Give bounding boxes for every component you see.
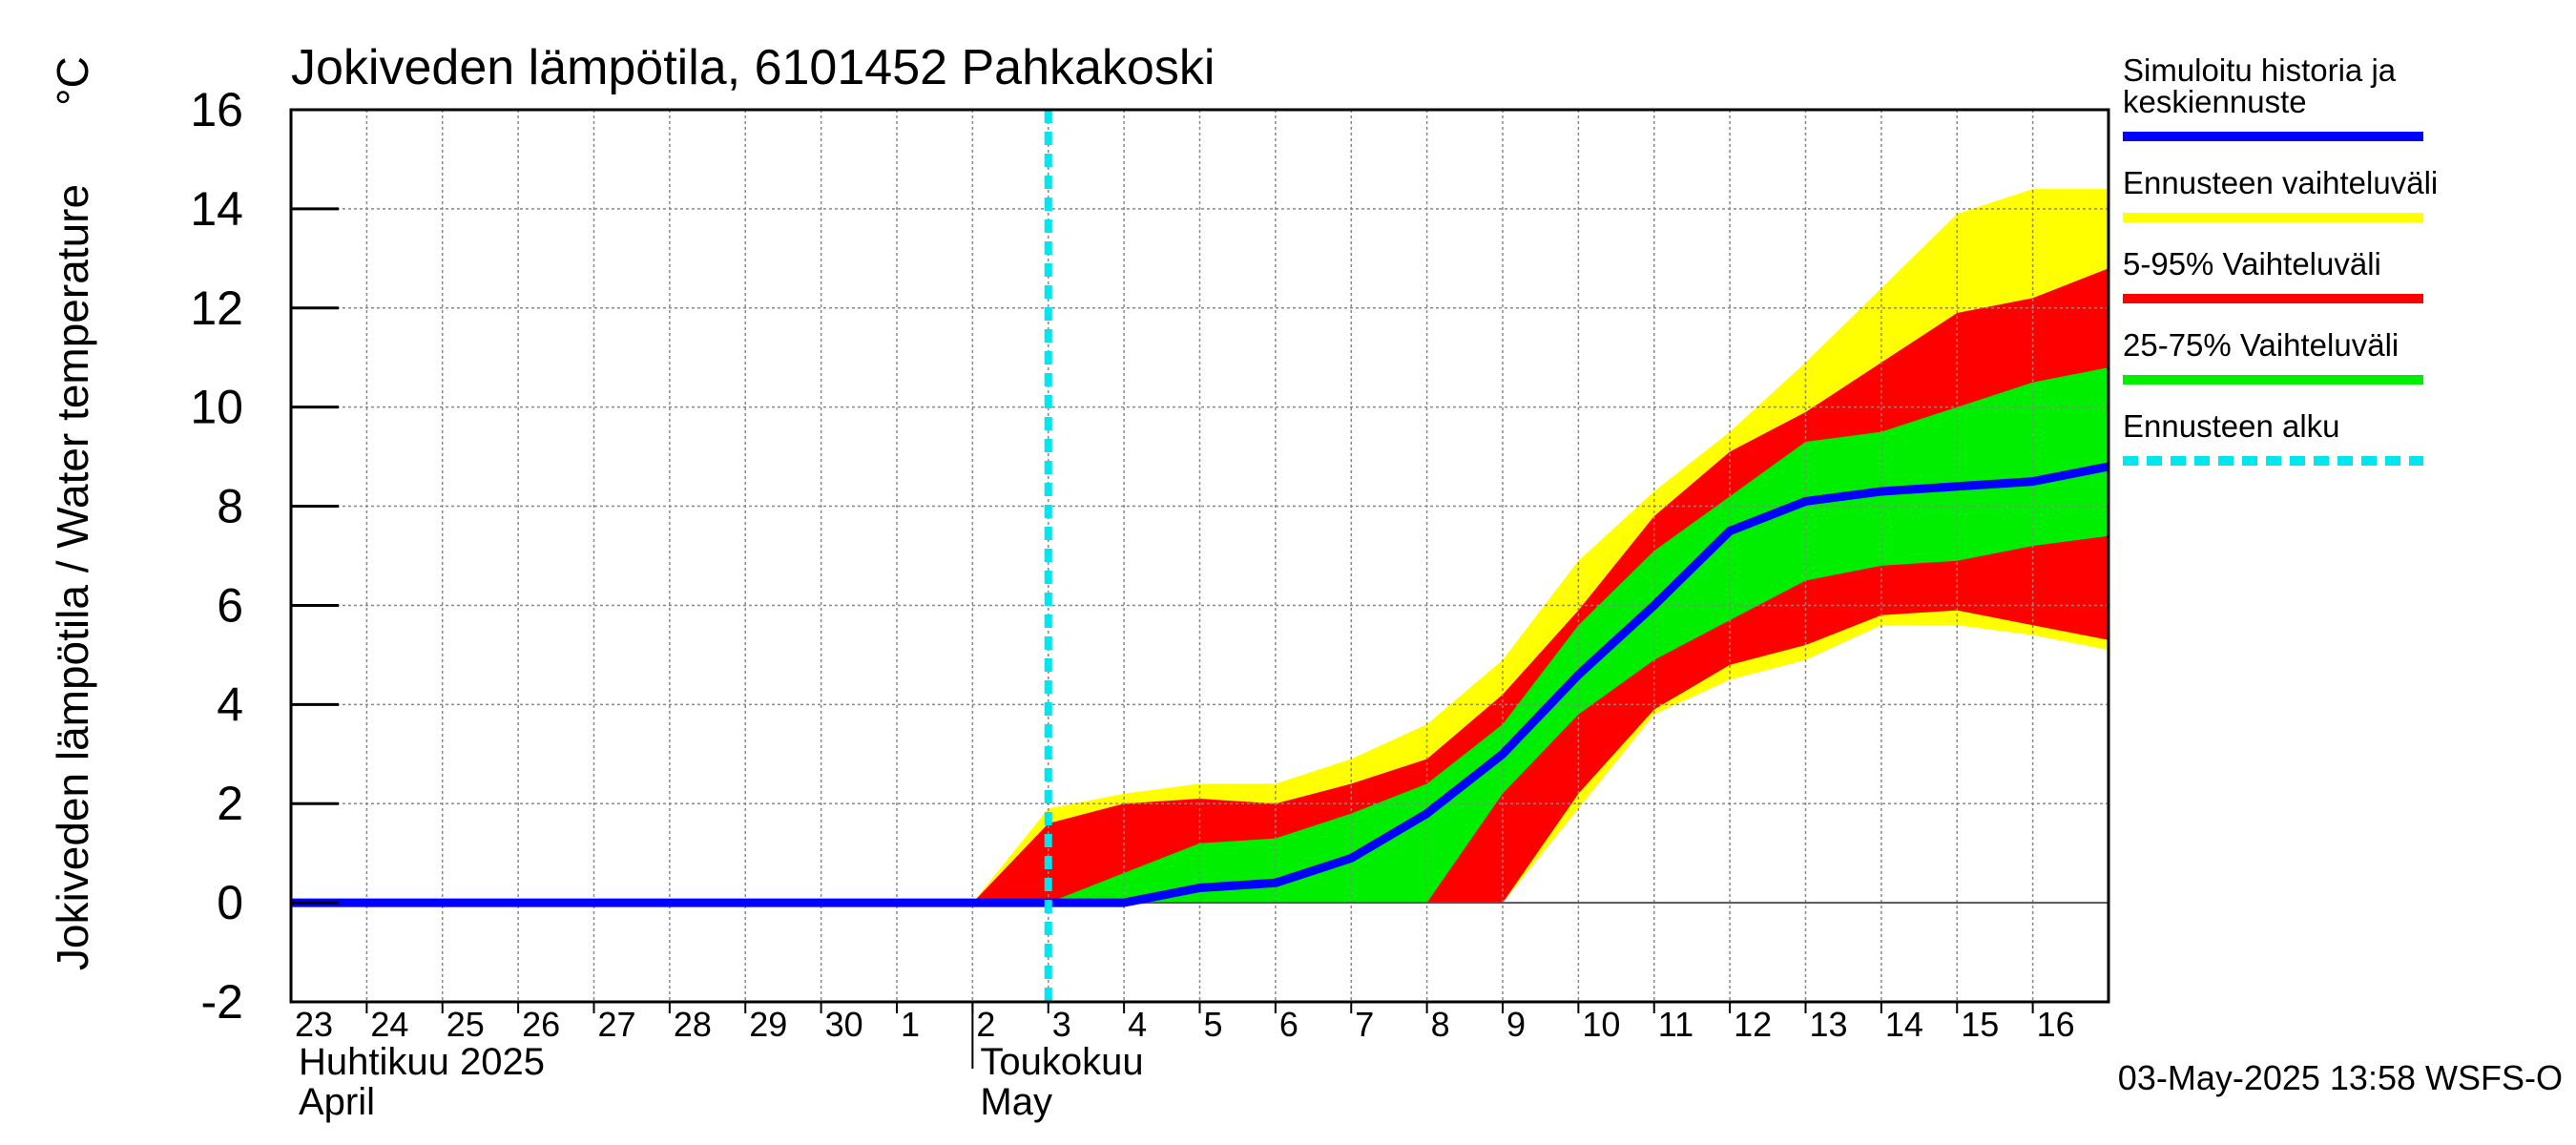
range-band <box>972 189 2109 904</box>
month-label-en: May <box>980 1081 1052 1123</box>
legend-label: 5-95% Vaihteluväli <box>2123 246 2381 281</box>
forecast-bands <box>972 189 2109 904</box>
x-tick-label: 11 <box>1658 1005 1693 1044</box>
x-tick-label: 10 <box>1582 1005 1620 1044</box>
y-tick-label: 4 <box>217 677 243 731</box>
x-tick-label: 2 <box>976 1005 995 1044</box>
x-tick-label: 15 <box>1961 1005 1999 1044</box>
x-tick-label: 29 <box>749 1005 787 1044</box>
median-line <box>291 462 2109 907</box>
legend-label: Simuloitu historia ja <box>2123 52 2397 88</box>
y-tick-label: 6 <box>217 578 243 632</box>
x-tick-label: 24 <box>370 1005 408 1044</box>
legend-label: 25-75% Vaihteluväli <box>2123 327 2399 363</box>
y-tick-label: 8 <box>217 480 243 533</box>
y-axis-unit: °C <box>48 56 97 106</box>
x-tick-label: 3 <box>1052 1005 1071 1044</box>
x-tick-label: 14 <box>1885 1005 1923 1044</box>
x-tick-label: 12 <box>1734 1005 1772 1044</box>
month-label-en: April <box>299 1081 375 1123</box>
month-label-fi: Huhtikuu 2025 <box>299 1041 545 1083</box>
month-label-fi: Toukokuu <box>980 1041 1143 1083</box>
x-tick-label: 7 <box>1355 1005 1374 1044</box>
median-line-group <box>291 462 2109 907</box>
x-tick-label: 5 <box>1204 1005 1223 1044</box>
y-tick-label: 12 <box>190 281 243 335</box>
legend-label: Ennusteen alku <box>2123 408 2340 444</box>
x-tick-label: 26 <box>522 1005 560 1044</box>
x-tick-label: 28 <box>674 1005 712 1044</box>
x-tick-label: 16 <box>2037 1005 2075 1044</box>
legend-label: keskiennuste <box>2123 84 2307 119</box>
y-axis-label: Jokiveden lämpötila / Water temperature <box>48 184 97 970</box>
x-tick-label: 8 <box>1431 1005 1450 1044</box>
x-tick-label: 9 <box>1506 1005 1526 1044</box>
x-tick-label: 4 <box>1128 1005 1147 1044</box>
x-tick-label: 30 <box>825 1005 863 1044</box>
x-tick-label: 23 <box>295 1005 333 1044</box>
y-tick-label: 0 <box>217 876 243 929</box>
x-tick-label: 1 <box>901 1005 920 1044</box>
legend-label: Ennusteen vaihteluväli <box>2123 165 2438 200</box>
y-tick-label: 14 <box>190 182 243 236</box>
y-tick-labels: -2 0 2 4 6 8 10 12 14 16 <box>190 83 243 1029</box>
x-tick-label: 6 <box>1279 1005 1298 1044</box>
x-tick-label: 27 <box>598 1005 636 1044</box>
y-tick-label: 10 <box>190 381 243 434</box>
p5-95-band <box>972 268 2109 904</box>
x-tick-labels: 23 24 25 26 27 28 29 30 1 2 3 4 5 6 7 8 9 10 11 12 13 14 15 16 <box>295 1005 2075 1044</box>
x-tick-label: 25 <box>447 1005 485 1044</box>
x-tick-label: 13 <box>1810 1005 1848 1044</box>
y-tick-label: -2 <box>201 975 243 1029</box>
timestamp-footer: 03-May-2025 13:58 WSFS-O <box>2118 1058 2563 1097</box>
y-tick-label: 2 <box>217 777 243 830</box>
chart-title: Jokiveden lämpötila, 6101452 Pahkakoski <box>291 40 1215 95</box>
y-tick-label: 16 <box>190 83 243 136</box>
